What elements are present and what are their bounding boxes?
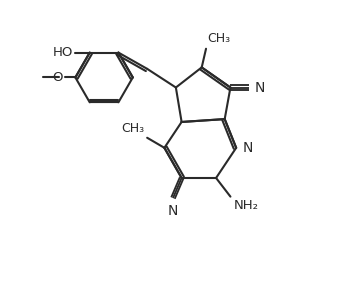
Text: NH₂: NH₂ bbox=[233, 199, 258, 212]
Text: CH₃: CH₃ bbox=[208, 32, 230, 45]
Text: N: N bbox=[243, 141, 253, 155]
Text: HO: HO bbox=[53, 46, 73, 59]
Text: CH₃: CH₃ bbox=[122, 122, 145, 135]
Text: O: O bbox=[53, 71, 63, 84]
Text: N: N bbox=[254, 80, 265, 94]
Text: N: N bbox=[168, 204, 178, 218]
